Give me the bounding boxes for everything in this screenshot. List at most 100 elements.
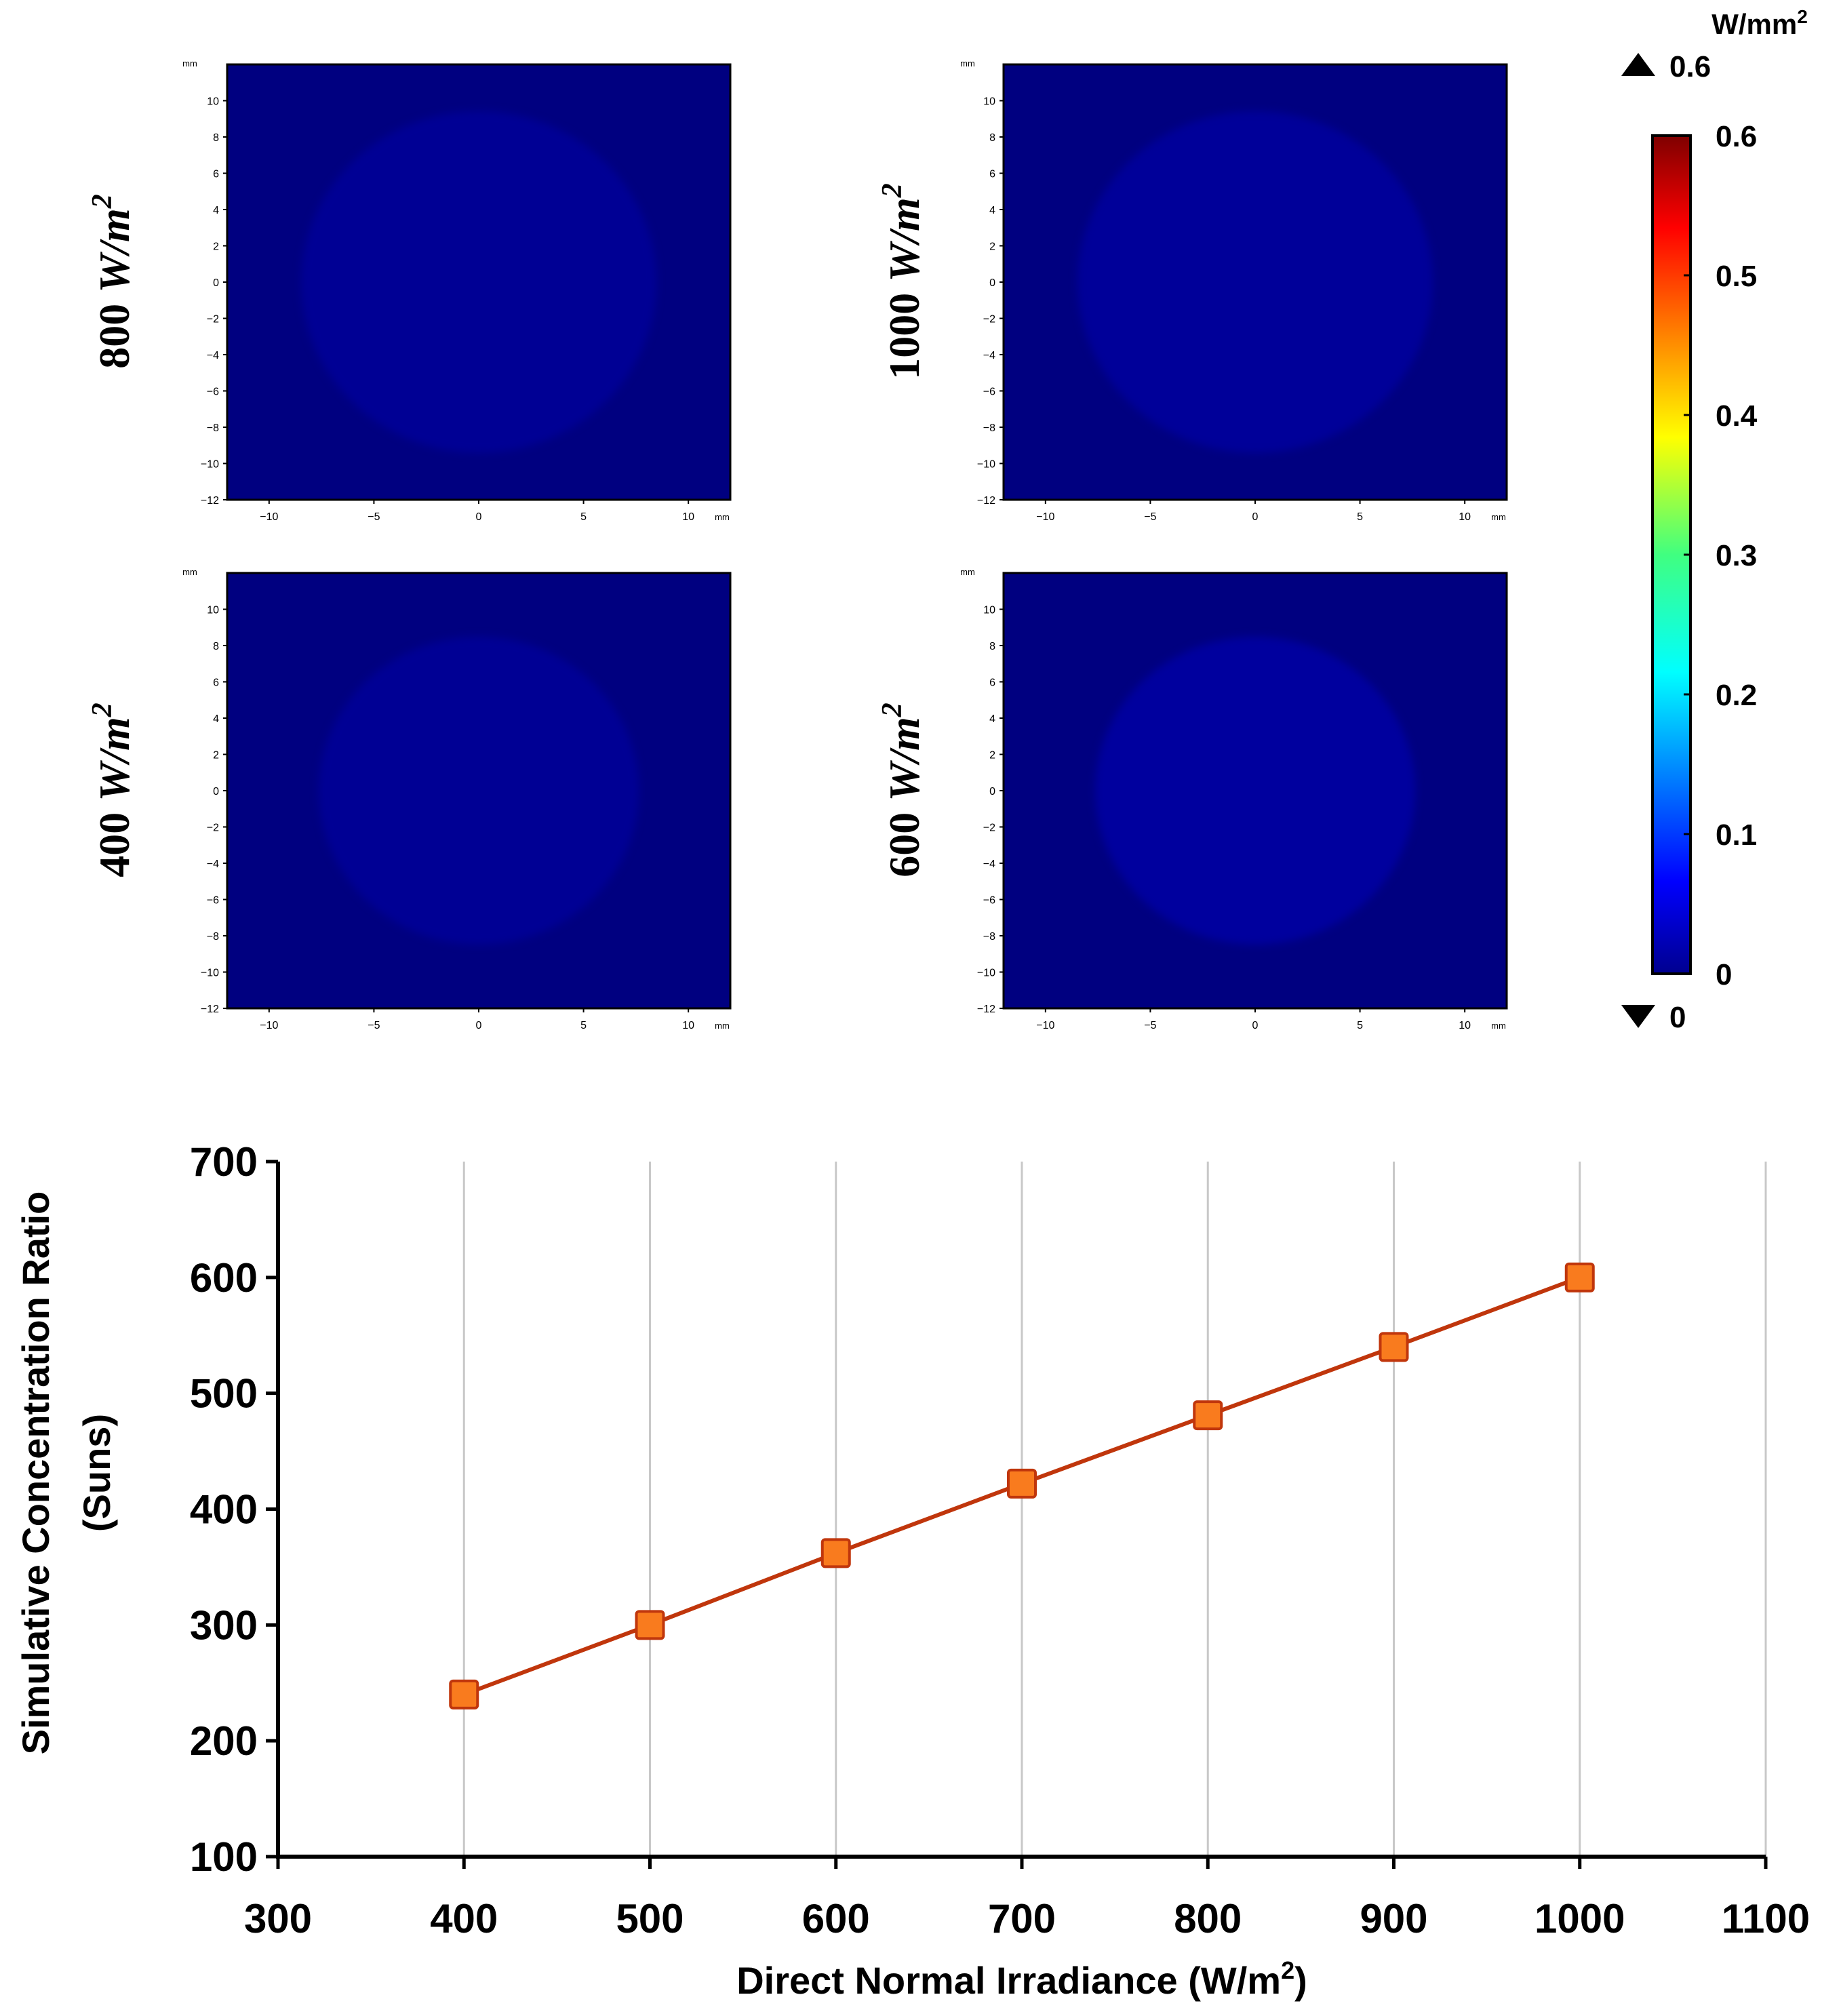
x-tick-label: 10 [682,1020,694,1031]
heatmap-panels: 10 8 6 4 2 0 −2 −4 −6 −8 −10 −12 mm −10 −5 0 5 10 mm 8 0 0 W/… [87,58,1508,1031]
heat-spot [300,111,657,453]
y-tick-label: 4 [989,713,995,725]
x-axis-title-close: ) [1294,1959,1307,2002]
x-tick-label: 10 [1459,1020,1471,1031]
y-tick-label: 6 [989,677,995,689]
y-tick-label: −8 [207,931,219,943]
y-tick-label: 500 [190,1371,258,1417]
y-tick-label: 100 [190,1834,258,1880]
y-tick-label: −10 [201,459,219,471]
y-tick-label: −6 [983,387,995,398]
y-tick-label: 8 [213,641,219,652]
line-chart: 100 200 300 400 500 600 700 300 400 500 600 700 800 9… [14,1139,1810,2002]
colorbar-tick-label: 0.6 [1716,120,1757,153]
heatmap-panel: 10 8 6 4 2 0 −2 −4 −6 −8 −10 −12 mm −10 −5 0 5 10 mm 1000 W… [877,58,1508,523]
x-tick-label: 300 [244,1896,312,1941]
x-unit-label: mm [715,1021,730,1031]
x-tick-label: 0 [1252,1020,1259,1031]
heat-spot [318,636,639,945]
y-tick-label: 0 [213,277,219,289]
x-tick-label: 1000 [1535,1896,1625,1941]
y-tick-label: 400 [190,1487,258,1533]
y-unit-label: mm [182,58,197,68]
x-tick-label: 5 [1357,1020,1363,1031]
colorbar-max-label: 0.6 [1669,50,1711,83]
panel-label-unit: W/m [90,717,138,801]
y-tick-label: 0 [989,277,995,289]
y-unit-label: mm [960,567,975,577]
y-tick-label: 4 [213,713,219,725]
x-tick-label: −10 [1036,511,1054,523]
x-tick-label: 0 [1252,511,1259,523]
colorbar-tick-label: 0.2 [1716,679,1757,712]
panel-label-value: 1000 [880,282,928,380]
x-tick-label: 0 [476,511,482,523]
panel-label-exponent: 2 [877,703,908,717]
panel-label-exponent: 2 [877,183,908,198]
y-tick-label: 2 [989,750,995,762]
x-axis-title-sup: 2 [1281,1956,1294,1984]
y-tick-label: 6 [213,677,219,689]
panel-label-value: 600 [880,802,928,877]
x-unit-label: mm [715,512,730,522]
x-tick-label: 10 [1459,511,1471,523]
heat-spot [1077,111,1433,453]
heat-spot [1094,636,1416,945]
panel-label-unit: W/m [90,208,138,292]
y-tick-label: 10 [983,605,995,616]
x-tick-label: 600 [802,1896,870,1941]
y-tick-label: 4 [989,205,995,216]
y-tick-label: −2 [207,823,219,834]
y-tick-label: 10 [983,96,995,108]
heat-contour [1077,111,1433,453]
data-point-marker [1564,1262,1595,1292]
y-unit-label: mm [960,58,975,68]
y-tick-label: −6 [207,387,219,398]
colorbar-unit-sup: 2 [1797,6,1808,27]
colorbar-tick-label: 0.3 [1716,539,1757,572]
x-tick-label: 1100 [1722,1896,1810,1941]
panel-label-value: 400 [90,802,138,877]
x-tick-label: 5 [580,1020,587,1031]
x-tick-label: −10 [260,1020,278,1031]
x-unit-label: mm [1491,512,1506,522]
y-tick-label: 2 [213,241,219,253]
x-axis-title-main: Direct Normal Irradiance (W/m [736,1959,1281,2002]
heatmap-panel: 10 8 6 4 2 0 −2 −4 −6 −8 −10 −12 mm −10 −5 0 5 10 mm 400 W/… [87,567,732,1031]
y-tick-label: 8 [989,132,995,144]
y-tick-label: 8 [213,132,219,144]
y-tick-label: 10 [207,605,219,616]
y-tick-label: −4 [207,858,219,870]
y-tick-label: −8 [983,422,995,434]
x-axis-title: Direct Normal Irradiance (W/m2) [736,1956,1307,2002]
y-tick-label: 0 [989,786,995,797]
y-tick-label: 2 [213,750,219,762]
y-tick-label: −6 [983,895,995,907]
panel-label: 1000 W/m2 [877,183,928,379]
y-tick-label: −12 [201,495,219,507]
colorbar-tick-label: 0.1 [1716,818,1757,852]
panel-label: 600 W/m2 [877,703,928,877]
heat-contour [318,636,639,945]
y-tick-label: −8 [983,931,995,943]
y-tick-label: 600 [190,1255,258,1301]
y-axis-title-line2: (Suns) [75,1414,118,1532]
y-tick-label: −10 [977,459,995,471]
data-point-marker [820,1538,851,1568]
panel-label: 400 W/m2 [87,703,138,877]
heat-contour [300,111,657,453]
colorbar-tick-label: 0 [1716,958,1732,991]
y-tick-label: 6 [213,169,219,180]
y-unit-label: mm [182,567,197,577]
y-tick-label: −8 [207,422,219,434]
data-point-marker [1007,1468,1037,1499]
x-tick-label: −5 [368,511,380,523]
colorbar-unit: W/mm2 [1711,6,1808,40]
colorbar-tick-label: 0.4 [1716,399,1758,433]
colorbar-unit-base: W/mm [1711,8,1797,40]
x-tick-label: 5 [1357,511,1363,523]
x-tick-label: −5 [1144,511,1156,523]
triangle-up-icon [1621,53,1655,76]
